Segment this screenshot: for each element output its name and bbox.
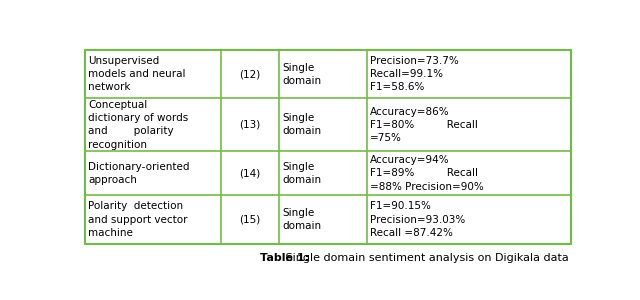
Text: Single
domain: Single domain — [283, 208, 322, 231]
Text: Single
domain: Single domain — [283, 162, 322, 185]
Text: Single
domain: Single domain — [283, 113, 322, 136]
Text: F1=90.15%
Precision=93.03%
Recall =87.42%: F1=90.15% Precision=93.03% Recall =87.42… — [371, 201, 466, 238]
Text: Table 1:: Table 1: — [260, 253, 309, 263]
Text: Single
domain: Single domain — [283, 62, 322, 86]
Text: Unsupervised
models and neural
network: Unsupervised models and neural network — [88, 56, 186, 92]
Text: Accuracy=86%
F1=80%          Recall
=75%: Accuracy=86% F1=80% Recall =75% — [371, 106, 478, 143]
Text: (13): (13) — [239, 120, 261, 130]
Text: Polarity  detection
and support vector
machine: Polarity detection and support vector ma… — [88, 201, 188, 238]
Text: Conceptual
dictionary of words
and        polarity
recognition: Conceptual dictionary of words and polar… — [88, 100, 189, 150]
Text: Dictionary-oriented
approach: Dictionary-oriented approach — [88, 162, 190, 185]
Bar — [85, 50, 571, 244]
Text: Precision=73.7%
Recall=99.1%
F1=58.6%: Precision=73.7% Recall=99.1% F1=58.6% — [371, 56, 459, 92]
Text: (15): (15) — [239, 214, 261, 225]
Text: (14): (14) — [239, 168, 261, 178]
Text: (12): (12) — [239, 69, 261, 79]
Text: Accuracy=94%
F1=89%          Recall
=88% Precision=90%: Accuracy=94% F1=89% Recall =88% Precisio… — [371, 155, 484, 191]
Text: Single domain sentiment analysis on Digikala data: Single domain sentiment analysis on Digi… — [282, 253, 569, 263]
